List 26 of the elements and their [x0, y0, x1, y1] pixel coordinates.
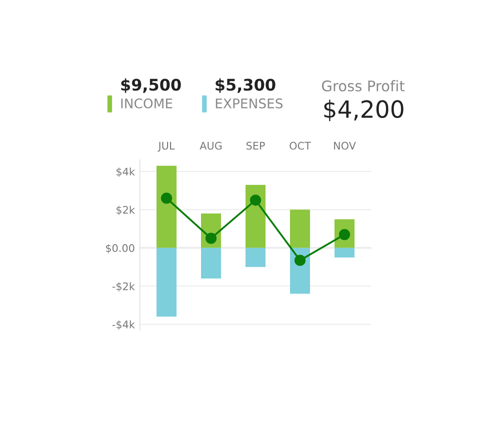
- y-tick-label: $4k: [116, 168, 135, 177]
- point: [294, 254, 306, 266]
- x-tick-label: OCT: [290, 142, 311, 150]
- bar: [201, 248, 222, 278]
- y-tick-label: -$4k: [112, 320, 135, 330]
- legend-label: EXPENSES: [216, 98, 283, 108]
- legend-label: INCOME: [121, 98, 172, 108]
- point: [205, 232, 217, 244]
- bar: [156, 166, 177, 248]
- y-tick-label: $2k: [116, 206, 135, 216]
- text: $5,300: [216, 78, 276, 93]
- text: Gross Profit: [322, 80, 405, 92]
- text: $4,200: [324, 100, 404, 122]
- x-tick-label: SEP: [246, 142, 265, 150]
- point: [160, 192, 172, 204]
- bar: [156, 248, 177, 317]
- bar: [290, 210, 310, 248]
- y-tick-label: $0.00: [106, 244, 134, 254]
- bar: [246, 248, 266, 268]
- y-tick-label: -$2k: [112, 282, 135, 292]
- bar: [334, 248, 355, 258]
- text: $9,500: [121, 78, 181, 93]
- point: [250, 194, 262, 206]
- x-tick-label: JUL: [158, 142, 175, 152]
- x-tick-label: NOV: [334, 142, 356, 150]
- x-tick-label: AUG: [200, 142, 222, 150]
